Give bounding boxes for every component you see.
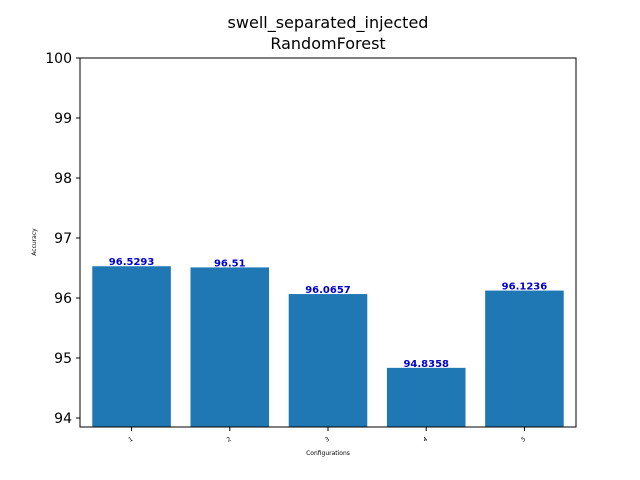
data-label-config-4: 94.8358 xyxy=(403,359,449,370)
y-tick-label-97: 97 xyxy=(54,231,72,247)
bars-layer: 96.5293 96.51 96.0657 94.8358 96.1236 xyxy=(92,257,564,427)
y-tick-label-95: 95 xyxy=(54,351,72,367)
x-axis-label: Configurations xyxy=(306,450,350,457)
bar-config-4 xyxy=(386,367,466,427)
y-tick-label-96: 96 xyxy=(54,291,72,307)
y-axis-label: Accuracy xyxy=(31,228,38,256)
plot-frame xyxy=(79,57,577,428)
bar-config-3 xyxy=(288,294,368,427)
data-label-config-5: 96.1236 xyxy=(502,282,548,293)
x-axis-ticks: 1 2 3 4 5 xyxy=(127,427,527,444)
y-axis-ticks: 94 95 96 97 98 99 100 xyxy=(45,51,80,427)
bar-config-5 xyxy=(485,290,564,427)
chart-title-line-1: swell_separated_injected xyxy=(228,13,429,33)
x-tick-label-1: 1 xyxy=(127,436,134,444)
y-tick-label-99: 99 xyxy=(54,111,72,127)
chart-title-line-2: RandomForest xyxy=(270,34,385,53)
x-tick-label-3: 3 xyxy=(324,436,331,444)
data-label-config-2: 96.51 xyxy=(214,258,246,269)
y-tick-label-98: 98 xyxy=(54,171,72,187)
data-label-config-1: 96.5293 xyxy=(109,257,155,268)
bar-config-2 xyxy=(190,267,270,427)
bar-config-1 xyxy=(92,266,171,427)
y-tick-label-100: 100 xyxy=(45,51,72,67)
x-tick-label-5: 5 xyxy=(520,436,527,444)
y-tick-label-94: 94 xyxy=(54,411,72,427)
data-label-config-3: 96.0657 xyxy=(305,285,351,296)
x-tick-label-4: 4 xyxy=(422,436,429,444)
x-tick-label-2: 2 xyxy=(226,436,233,444)
